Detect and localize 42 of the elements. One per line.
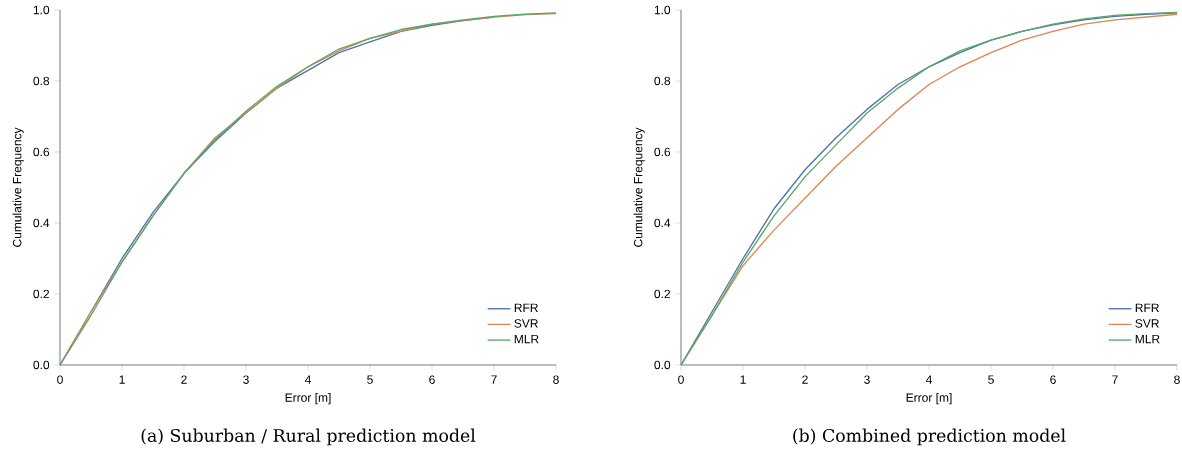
x-tick-label: 8 [1174,375,1180,384]
x-tick-label: 2 [181,375,187,384]
text: (b) Combined prediction model [793,428,1066,446]
x-tick-label: 7 [1112,375,1118,384]
y-tick-label: 0.4 [654,218,671,228]
x-tick-label: 6 [429,375,435,384]
y-tick-label: 0.8 [33,76,50,86]
x-axis-title: Error [m] [285,393,331,405]
x-tick-label: 2 [802,375,808,384]
text: (a) Suburban / Rural prediction model [141,428,476,446]
legend-label: RFR [1135,303,1159,312]
x-tick-label: 7 [491,375,497,384]
x-tick-label: 1 [740,375,746,384]
x-tick-label: 6 [1050,375,1056,384]
legend-label: RFR [514,303,538,312]
x-axis-title: Error [m] [906,393,952,405]
legend-label: SVR [514,319,538,328]
y-tick-label: 0.6 [33,147,50,157]
y-tick-label: 0.4 [33,218,50,228]
x-tick-label: 0 [678,375,684,384]
x-tick-label: 4 [925,375,932,384]
y-tick-label: 0.2 [654,289,670,299]
x-tick-label: 1 [119,375,125,384]
y-axis-title: Cumulative Frequency [12,127,24,247]
y-axis-title: Cumulative Frequency [633,127,645,247]
y-tick-label: 1.0 [654,5,671,15]
x-tick-label: 5 [988,375,994,384]
x-tick-label: 3 [243,375,249,384]
y-tick-label: 0.0 [33,360,50,370]
y-tick-label: 1.0 [33,5,50,15]
y-tick-label: 0.8 [654,76,671,86]
y-tick-label: 0.2 [33,289,50,299]
legend-label: MLR [514,334,539,344]
x-tick-label: 8 [553,375,559,384]
legend-label: MLR [1135,334,1160,344]
y-tick-label: 0.0 [654,360,671,370]
x-tick-label: 3 [864,375,870,384]
y-tick-label: 0.6 [654,147,671,157]
x-tick-label: 4 [304,375,311,384]
legend-label: SVR [1135,319,1159,328]
x-tick-label: 0 [57,375,63,384]
x-tick-label: 5 [367,375,373,384]
